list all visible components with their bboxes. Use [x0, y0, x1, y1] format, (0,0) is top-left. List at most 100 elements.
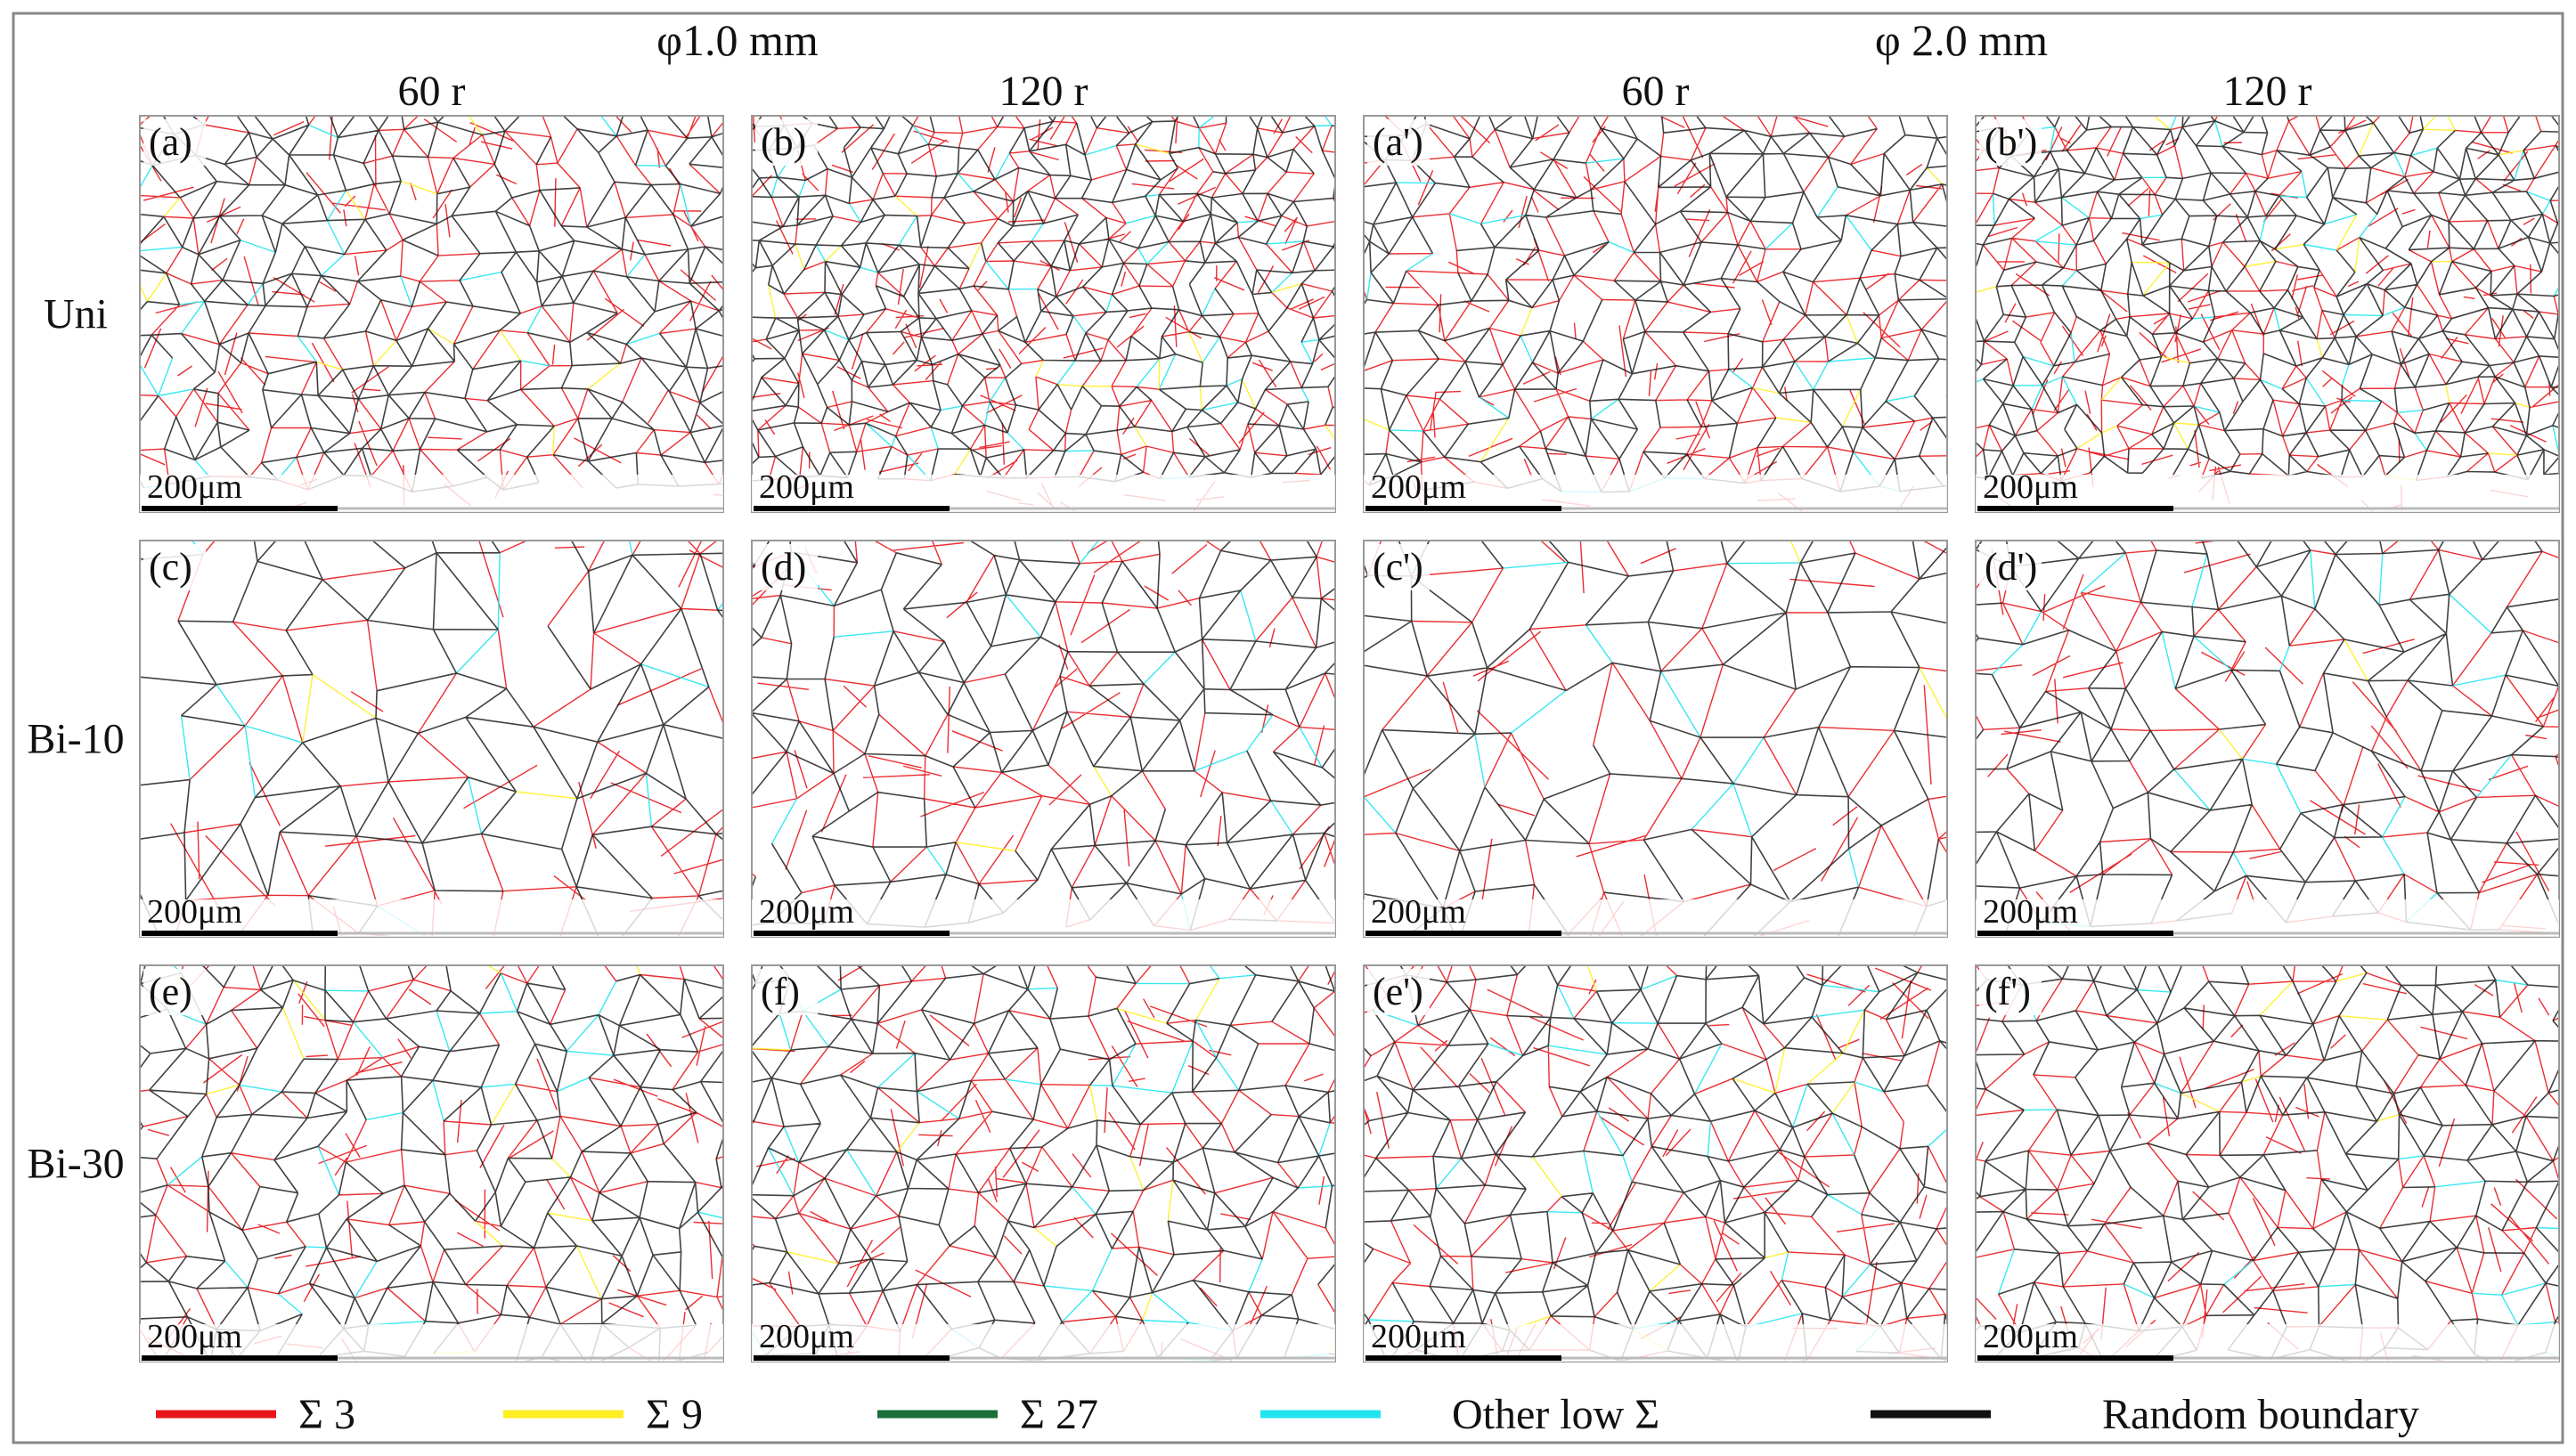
grain-boundaries: [1364, 965, 1947, 1362]
panel-label: (e): [149, 970, 192, 1013]
grain-boundaries: [956, 766, 1335, 923]
grain-boundaries: [140, 541, 723, 937]
grain-boundaries: [2181, 972, 2400, 1122]
grain-boundaries: [752, 116, 1335, 483]
panel-bg: [1976, 116, 2559, 512]
panel-label-bg: [1367, 119, 1430, 166]
legend-label: Σ 3: [298, 1391, 355, 1438]
grain-map: [752, 965, 1335, 1362]
scale-bar-label: 200μm: [147, 893, 242, 931]
grain-boundaries: [1976, 965, 2559, 1362]
scale-bar-label: 200μm: [1983, 468, 2078, 506]
legend-label: Random boundary: [2102, 1391, 2419, 1438]
grain-map: [140, 541, 723, 937]
grain-boundaries: [1364, 167, 1943, 463]
grain-boundaries: [1364, 116, 1947, 493]
scale-bar-label: 200μm: [1983, 1318, 2078, 1355]
grain-boundaries: [140, 116, 622, 455]
group-header: φ 2.0 mm: [1875, 15, 2048, 65]
scale-bar-label: 200μm: [147, 1318, 242, 1355]
figure-frame: [12, 12, 2564, 1444]
scale-bar-label: 200μm: [1371, 893, 1466, 931]
grain-boundaries: [1976, 965, 2559, 1362]
column-header: 120 r: [999, 68, 1088, 115]
row-label: Bi-30: [27, 1141, 124, 1188]
panel-label-bg: [755, 969, 818, 1015]
grain-boundaries: [167, 965, 723, 1362]
grain-boundaries: [140, 965, 723, 1362]
panel-bg: [752, 541, 1335, 937]
panel-label: (b): [761, 120, 806, 164]
grain-map: [752, 541, 1335, 937]
panel-label-bg: [143, 969, 206, 1015]
panel-label-bg: [1367, 969, 1430, 1015]
grain-boundaries: [1509, 965, 1865, 1352]
panel-label: (f'): [1985, 970, 2031, 1013]
panel-bg: [140, 965, 723, 1362]
grain-boundaries: [752, 978, 1335, 1354]
scale-bar-label: 200μm: [759, 893, 854, 931]
panel-label-bg: [143, 544, 206, 590]
grain-boundaries: [1364, 965, 1947, 1362]
grain-map: [1976, 541, 2559, 937]
grain-map: [140, 116, 723, 512]
grain-boundaries: [1976, 116, 2559, 457]
panel-label-bg: [1979, 544, 2042, 590]
scale-bar-label: 200μm: [759, 1318, 854, 1355]
group-header: φ1.0 mm: [656, 15, 819, 65]
grain-boundaries: [140, 116, 723, 492]
panel-label: (c): [149, 545, 192, 589]
panel-bg: [1364, 541, 1947, 937]
panel-label: (b'): [1985, 120, 2037, 164]
panel-label-bg: [143, 119, 206, 166]
grain-boundaries: [296, 674, 577, 937]
grain-boundaries: [2218, 639, 2369, 760]
grain-boundaries: [1997, 979, 2559, 1359]
grain-map: [1364, 116, 1947, 512]
grain-boundaries: [1368, 974, 1947, 1352]
column-header: 120 r: [2223, 68, 2312, 115]
panel-label: (f): [761, 970, 800, 1013]
scale-bar-label: 200μm: [1983, 893, 2078, 931]
panel-bg: [1976, 965, 2559, 1362]
grain-boundaries: [1364, 561, 1860, 888]
grain-boundaries: [752, 541, 1335, 931]
panel-label-bg: [755, 119, 818, 166]
grain-map: [1976, 965, 2559, 1362]
grain-map: [1364, 541, 1947, 937]
scale-bar-label: 200μm: [759, 468, 854, 506]
panel-label-bg: [1979, 969, 2042, 1015]
column-header: 60 r: [398, 68, 466, 115]
legend-label: Other low Σ: [1452, 1391, 1659, 1438]
row-label: Uni: [44, 291, 108, 338]
panel-label-bg: [755, 544, 818, 590]
scale-bar-label: 200μm: [1371, 468, 1466, 506]
panel-label: (e'): [1373, 970, 1423, 1013]
grain-map: [1976, 116, 2559, 512]
legend-label: Σ 27: [1020, 1391, 1098, 1438]
panel-label: (a): [149, 120, 192, 164]
grain-boundaries: [752, 965, 1333, 1362]
grain-boundaries: [1364, 541, 1947, 937]
panel-label-bg: [1979, 119, 2042, 166]
panel-bg: [752, 965, 1335, 1362]
panel-label: (c'): [1373, 545, 1423, 589]
scale-bar-label: 200μm: [147, 468, 242, 506]
panel-bg: [1364, 965, 1947, 1362]
grain-boundaries: [140, 116, 723, 512]
panel-label: (d'): [1985, 545, 2037, 589]
panel-label-bg: [1367, 544, 1430, 590]
legend-label: Σ 9: [646, 1391, 703, 1438]
grain-boundaries: [752, 965, 1335, 1362]
scale-bar-label: 200μm: [1371, 1318, 1466, 1355]
column-header: 60 r: [1622, 68, 1690, 115]
grain-boundaries: [770, 116, 1333, 482]
grain-map: [140, 965, 723, 1362]
row-label: Bi-10: [27, 716, 124, 763]
grain-map: [752, 116, 1335, 512]
grain-boundaries: [1976, 541, 2559, 935]
grain-boundaries: [140, 116, 692, 489]
panel-label: (d): [761, 545, 806, 589]
grain-boundaries: [768, 143, 1335, 475]
